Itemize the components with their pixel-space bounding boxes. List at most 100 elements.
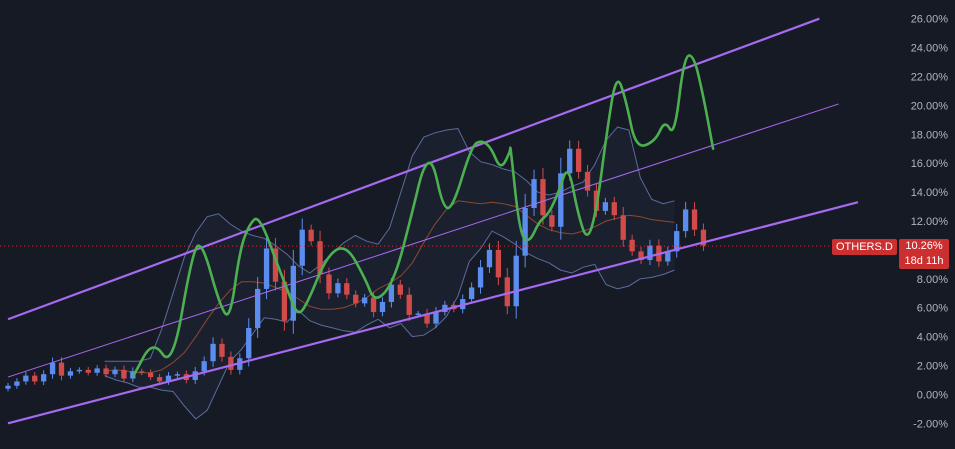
y-tick-label: 18.00%: [911, 129, 949, 141]
candle-body: [468, 287, 475, 300]
candle-body: [602, 202, 609, 211]
candle-body: [201, 361, 207, 372]
candle: [620, 206, 626, 247]
candle-body: [174, 374, 181, 376]
candle: [174, 371, 181, 379]
candle: [219, 338, 225, 362]
candle: [531, 169, 537, 216]
candle: [665, 246, 671, 266]
bar-countdown: 18d 11h: [904, 255, 944, 267]
channel-lower: [7, 201, 859, 425]
candle-body: [317, 241, 323, 275]
candle: [674, 223, 680, 258]
candle: [41, 370, 47, 386]
candle: [263, 236, 270, 300]
y-tick-label: 20.00%: [911, 100, 949, 112]
candle: [58, 357, 65, 381]
candle-body: [210, 343, 216, 362]
candle: [254, 277, 261, 338]
candle-body: [567, 148, 573, 174]
candle: [5, 382, 11, 392]
bollinger-upper: [104, 126, 675, 362]
candle: [477, 260, 484, 294]
candle: [549, 210, 555, 232]
candle-body: [290, 265, 296, 321]
y-tick-label: 14.00%: [911, 187, 949, 199]
candle: [49, 357, 56, 379]
candle-body: [691, 209, 698, 230]
candle-body: [406, 294, 412, 315]
candle-body: [219, 343, 225, 357]
candle: [353, 290, 359, 308]
candle-body: [647, 245, 653, 261]
y-tick-label: 12.00%: [911, 216, 949, 228]
candle-body: [5, 385, 11, 389]
candle-body: [388, 284, 395, 302]
candle-body: [148, 372, 154, 378]
candle: [308, 224, 314, 246]
candle: [442, 300, 448, 316]
y-tick-label: 24.00%: [911, 43, 949, 55]
candle-body: [379, 301, 386, 313]
candle: [406, 287, 412, 322]
candle: [433, 306, 439, 329]
candle: [67, 368, 74, 379]
candle: [76, 367, 82, 374]
candle-body: [397, 284, 403, 295]
candle-body: [41, 374, 47, 382]
candle: [148, 369, 154, 381]
bollinger-lower: [104, 230, 675, 420]
last-price-value: 10.26%: [905, 240, 943, 252]
candle: [103, 364, 109, 378]
candle-body: [531, 179, 537, 208]
candle-body: [495, 249, 502, 278]
candle: [575, 140, 582, 179]
candle: [121, 365, 127, 383]
candle: [682, 201, 689, 238]
candle: [638, 247, 644, 264]
candle: [611, 196, 617, 220]
y-tick-label: 4.00%: [917, 332, 948, 344]
price-axis[interactable]: 26.00% 24.00% 22.00% 20.00% 18.00% 16.00% 14.0…: [911, 14, 949, 431]
candle-body: [513, 255, 519, 307]
candle: [156, 373, 163, 385]
y-tick-label: 26.00%: [911, 14, 949, 26]
candle: [32, 372, 38, 385]
candle: [335, 278, 341, 298]
candle-body: [272, 248, 279, 282]
candle: [94, 365, 100, 376]
candle: [290, 249, 296, 334]
last-price-badge: 10.26% 18d 11h: [899, 239, 949, 269]
candle: [210, 337, 216, 367]
candle-body: [638, 251, 644, 261]
candle-body: [156, 377, 163, 382]
candle-body: [361, 297, 368, 304]
projection-drawing: [132, 54, 715, 377]
candle-body: [584, 171, 591, 191]
symbol-label[interactable]: OTHERS.D: [832, 239, 897, 255]
candle-body: [139, 371, 145, 373]
candle-body: [344, 283, 350, 295]
candle-body: [549, 215, 555, 227]
candle-body: [299, 229, 305, 266]
candle: [361, 293, 368, 307]
y-tick-label: -2.00%: [913, 418, 948, 430]
candle: [272, 237, 279, 291]
candle: [486, 243, 493, 273]
candle: [23, 372, 29, 385]
candle-body: [326, 274, 332, 294]
candle-body: [486, 249, 493, 268]
candle: [14, 378, 20, 389]
candle-body: [121, 369, 127, 379]
candle-body: [281, 281, 288, 321]
candle-body: [629, 239, 635, 252]
y-tick-label: 8.00%: [917, 274, 948, 286]
y-tick-label: 2.00%: [917, 361, 948, 373]
candle-body: [263, 248, 270, 289]
candle-body: [665, 251, 671, 262]
candle: [139, 368, 145, 376]
channel-middle: [7, 103, 839, 378]
candle-body: [23, 375, 29, 382]
